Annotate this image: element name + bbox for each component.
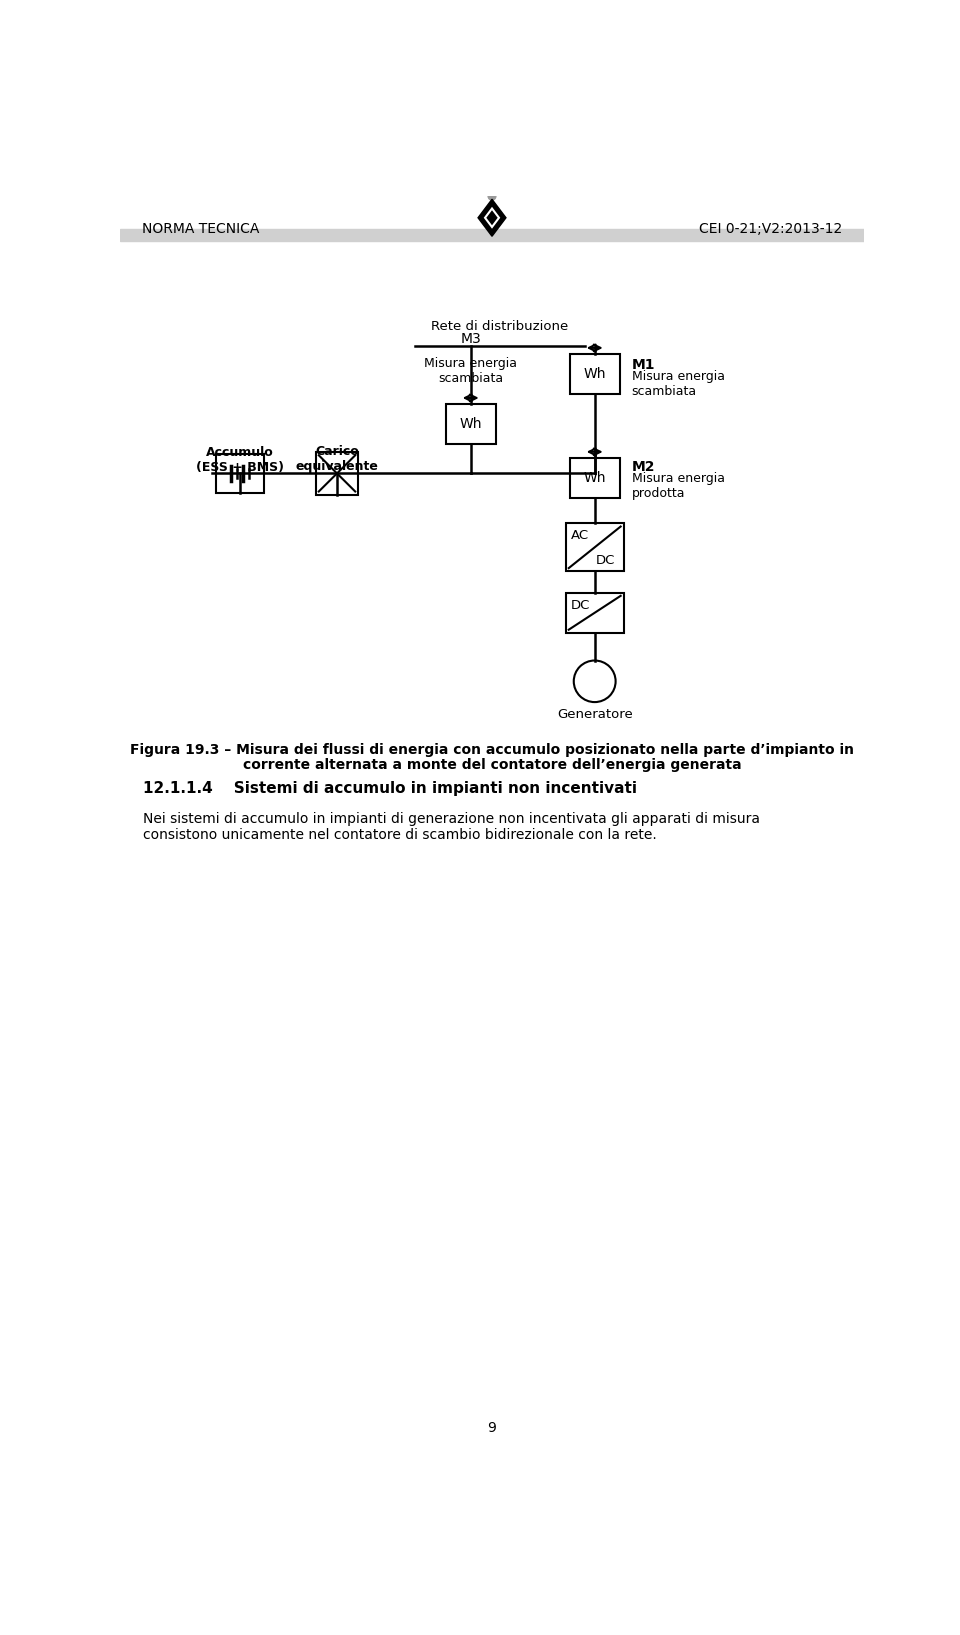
Text: Wh: Wh (460, 417, 482, 432)
Text: Misura energia
scambiata: Misura energia scambiata (424, 356, 517, 386)
Bar (316, 453, 358, 494)
Text: AC: AC (571, 530, 589, 543)
Text: Carico
equivalente: Carico equivalente (296, 445, 378, 473)
Bar (445, 404, 496, 445)
Text: NORMA TECNICA: NORMA TECNICA (142, 221, 259, 235)
Bar (569, 355, 620, 394)
Text: Generatore: Generatore (557, 708, 633, 721)
Bar (569, 458, 620, 499)
Text: consistono unicamente nel contatore di scambio bidirezionale con la rete.: consistono unicamente nel contatore di s… (143, 827, 657, 842)
Polygon shape (478, 199, 506, 235)
Text: Accumulo
(ESS + BMS): Accumulo (ESS + BMS) (196, 446, 284, 474)
Text: DC: DC (571, 598, 590, 611)
Text: Rete di distribuzione: Rete di distribuzione (431, 320, 568, 334)
Text: Misura energia
scambiata: Misura energia scambiata (632, 370, 725, 399)
Text: M2: M2 (632, 459, 655, 474)
Circle shape (488, 193, 496, 199)
Text: M3: M3 (460, 332, 481, 347)
Text: DC: DC (596, 554, 615, 567)
Bar (565, 594, 624, 633)
Text: Misura energia
prodotta: Misura energia prodotta (632, 473, 725, 500)
Text: M1: M1 (632, 358, 655, 371)
Text: Nei sistemi di accumulo in impianti di generazione non incentivata gli apparati : Nei sistemi di accumulo in impianti di g… (143, 813, 760, 826)
Text: corrente alternata a monte del contatore dell’energia generata: corrente alternata a monte del contatore… (243, 759, 741, 772)
Text: CEI 0-21;V2:2013-12: CEI 0-21;V2:2013-12 (699, 221, 842, 235)
Bar (565, 523, 624, 571)
Text: 12.1.1.4    Sistemi di accumulo in impianti non incentivati: 12.1.1.4 Sistemi di accumulo in impianti… (143, 782, 637, 796)
Text: Figura 19.3 – Misura dei flussi di energia con accumulo posizionato nella parte : Figura 19.3 – Misura dei flussi di energ… (130, 742, 854, 757)
Text: 9: 9 (488, 1421, 496, 1436)
Bar (120, 229, 864, 240)
Text: Wh: Wh (584, 368, 606, 381)
Bar (216, 455, 264, 492)
Circle shape (574, 661, 615, 701)
Text: Wh: Wh (584, 471, 606, 486)
